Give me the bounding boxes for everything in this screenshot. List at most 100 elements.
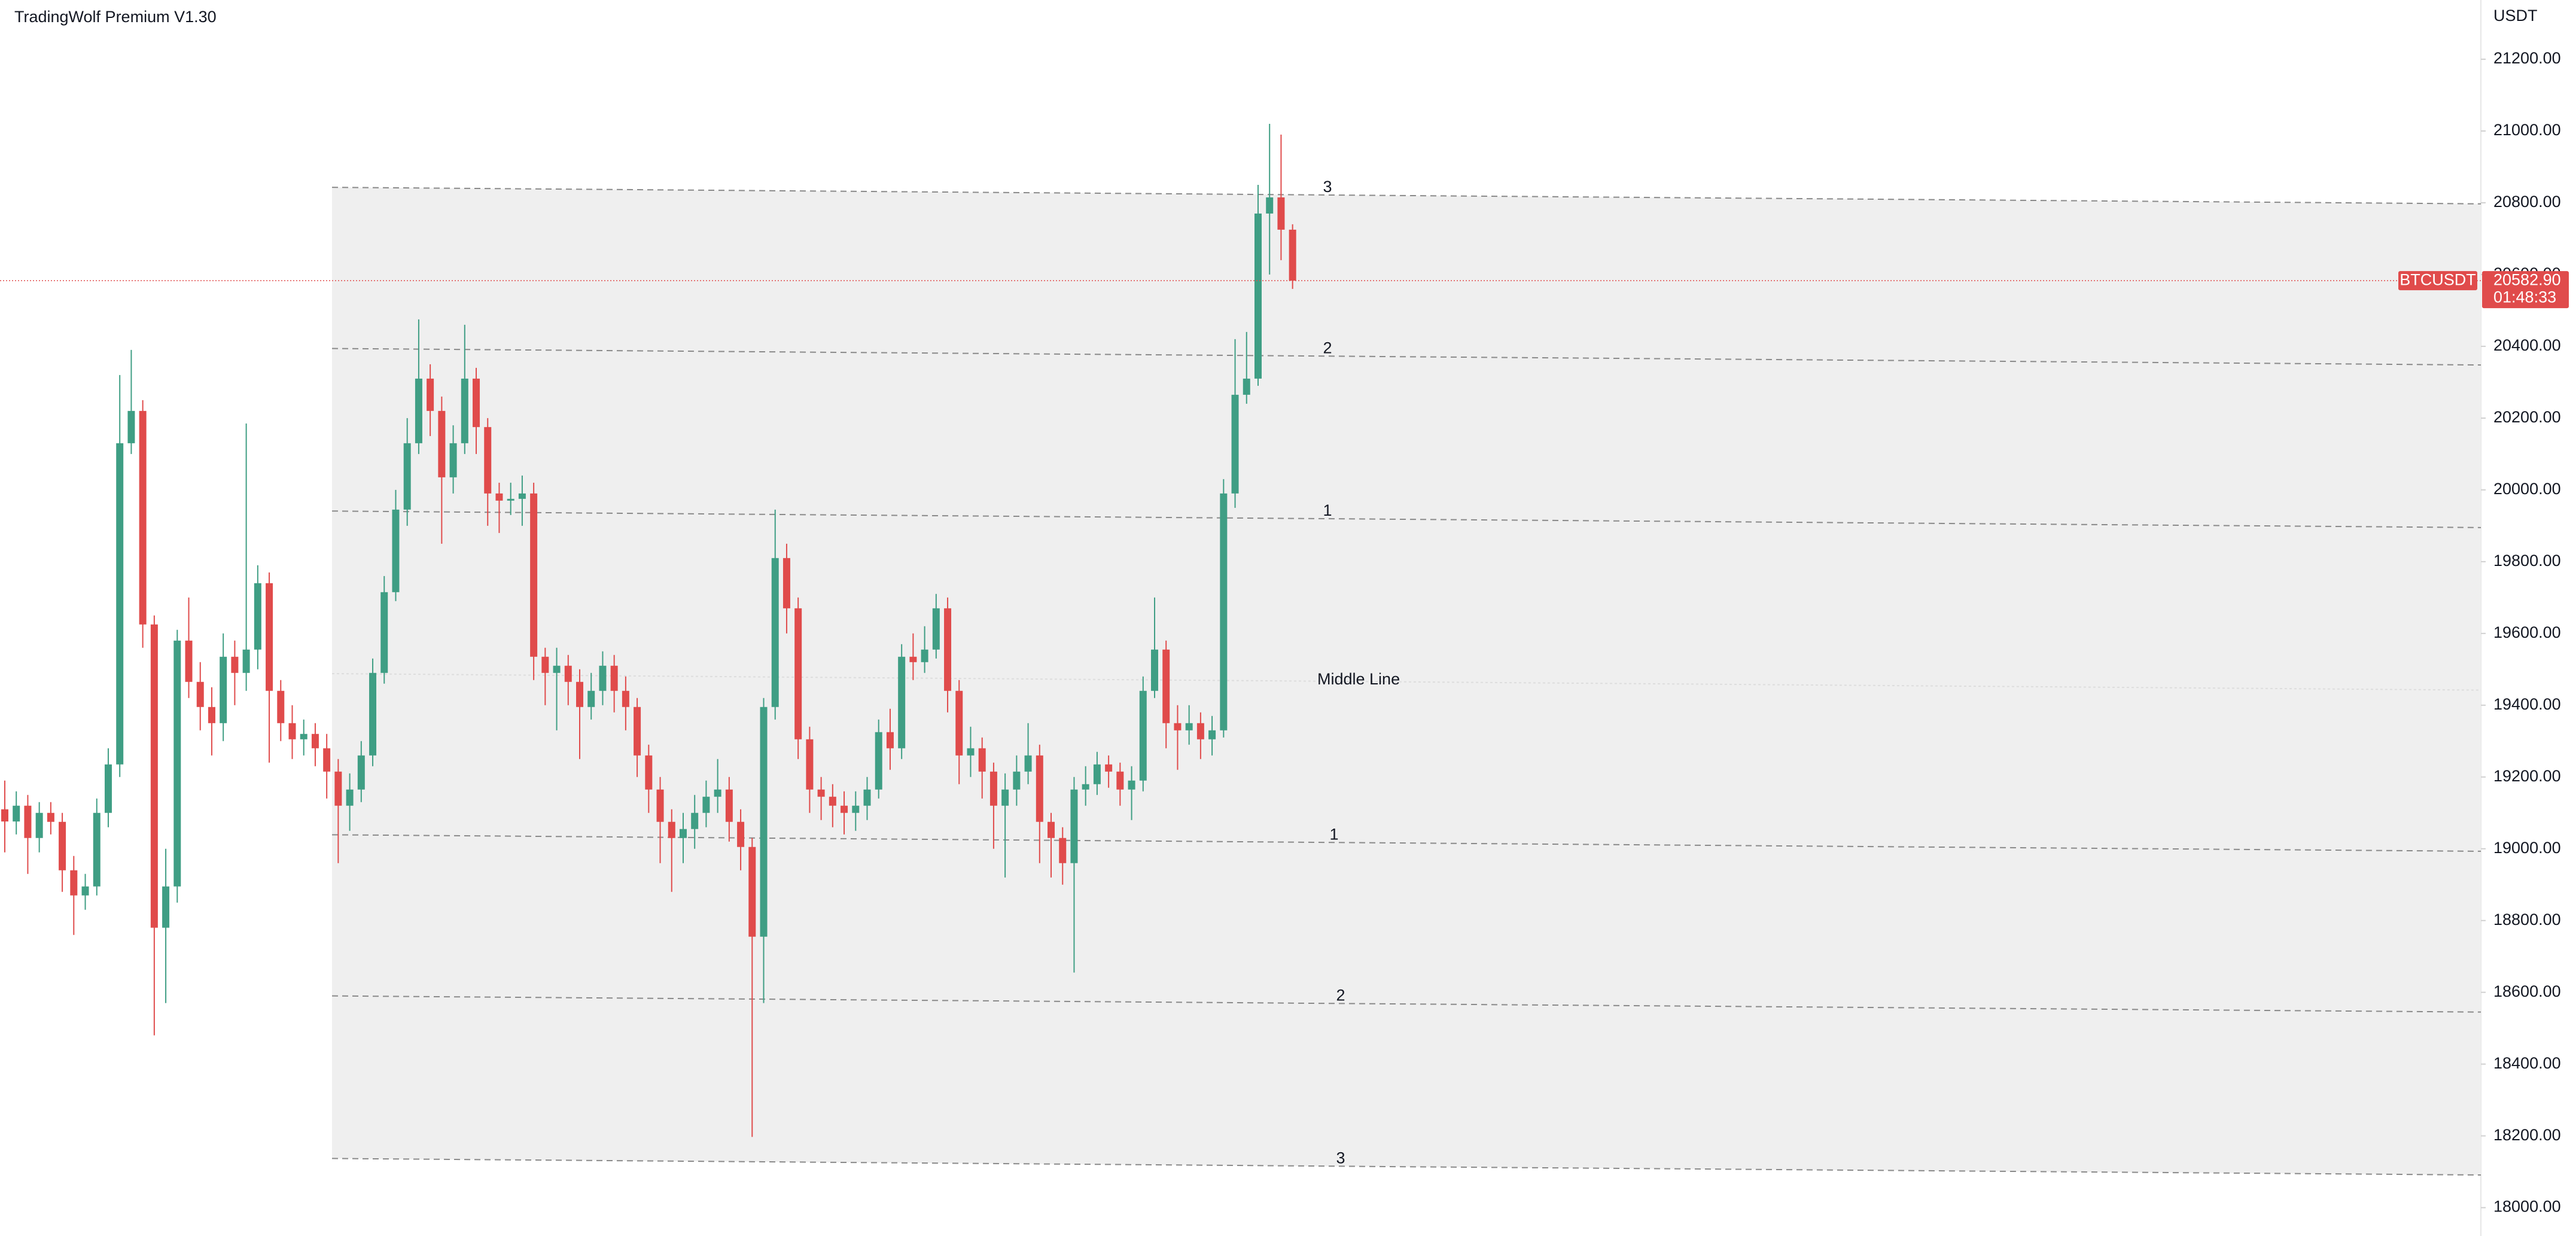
candle-body — [622, 690, 629, 707]
candle-body — [1128, 780, 1135, 790]
candle-body — [1059, 838, 1067, 863]
candle-body — [1013, 771, 1021, 790]
candle-body — [1036, 755, 1043, 822]
candle-body — [645, 755, 653, 790]
candle-body — [196, 681, 204, 707]
candle-body — [1139, 690, 1147, 781]
candle-body — [461, 378, 468, 443]
candle-body — [300, 733, 307, 739]
channel-fill — [332, 187, 2481, 1176]
candle-body — [886, 732, 894, 748]
channel-label: Middle Line — [1317, 670, 1400, 688]
candle-body — [242, 649, 250, 673]
candle-body — [771, 558, 779, 707]
candle-body — [932, 608, 940, 650]
candle-body — [1151, 649, 1158, 691]
candle-body — [162, 886, 170, 928]
candle-body — [1174, 723, 1182, 730]
candle-body — [806, 739, 814, 790]
axis-unit: USDT — [2493, 7, 2538, 25]
candle-body — [541, 656, 549, 673]
channel-line — [331, 187, 2481, 205]
candle-body — [1208, 730, 1216, 739]
candle-body — [978, 748, 986, 772]
y-tick-label: 19800.00 — [2493, 552, 2561, 570]
y-tick-label: 19400.00 — [2493, 695, 2561, 713]
candle-body — [81, 886, 89, 896]
y-tick-label: 18000.00 — [2493, 1198, 2561, 1216]
candle-body — [403, 443, 411, 510]
candle-body — [59, 821, 66, 870]
candle-body — [829, 796, 836, 806]
y-tick-label: 21200.00 — [2493, 49, 2561, 67]
candle-body — [392, 509, 400, 592]
price-tag — [2482, 271, 2569, 309]
candle-body — [1, 809, 8, 822]
candle-body — [714, 789, 721, 797]
candle-body — [530, 493, 538, 657]
candle-body — [473, 378, 480, 427]
candle-body — [438, 410, 446, 477]
candle-body — [725, 789, 733, 822]
candle-body — [634, 707, 641, 756]
candle-body — [1048, 821, 1055, 838]
candle-body — [921, 649, 928, 662]
candle-body — [1116, 771, 1124, 790]
candle-body — [484, 427, 492, 494]
candle-body — [70, 870, 78, 896]
channel-label: 2 — [1323, 339, 1332, 357]
candle-body — [967, 748, 975, 756]
candle-body — [93, 812, 101, 887]
candle-body — [104, 764, 112, 813]
candle-body — [553, 665, 561, 673]
candle-body — [679, 829, 687, 838]
candle-body — [748, 847, 756, 937]
candle-body — [13, 805, 20, 822]
channel-line — [331, 834, 2481, 852]
candle-body — [852, 805, 860, 813]
candle-body — [127, 410, 135, 443]
y-tick-label: 20200.00 — [2493, 408, 2561, 426]
candle-body — [656, 789, 664, 822]
candle-body — [587, 690, 595, 707]
price-axis: 18000.00 18200.00 18400.00 18600.00 18800.00… — [2398, 49, 2569, 1216]
candle-body — [173, 640, 181, 887]
candle-body — [254, 583, 261, 650]
candle-body — [35, 812, 43, 838]
candle-body — [564, 665, 572, 682]
candle-body — [449, 443, 457, 477]
candle-body — [1231, 394, 1239, 494]
channel: 3 2 1 Middle Line 1 2 3 — [331, 178, 2481, 1176]
candle-body — [1162, 649, 1170, 723]
candle-body — [944, 608, 952, 691]
candle-body — [1024, 755, 1032, 772]
candle-body — [610, 665, 618, 691]
middle-line — [331, 672, 2481, 691]
candle-body — [415, 378, 422, 443]
y-tick-label: 20000.00 — [2493, 480, 2561, 498]
candle-body — [1243, 378, 1250, 395]
countdown-label: 01:48:33 — [2493, 288, 2556, 306]
candle-body — [208, 707, 215, 723]
candle-body — [1001, 789, 1009, 806]
candle-body — [668, 821, 675, 838]
channel-label: 3 — [1336, 1149, 1345, 1167]
candle-body — [989, 771, 997, 806]
candle-body — [599, 665, 607, 691]
candle-body — [495, 493, 503, 501]
candle-body — [346, 789, 354, 806]
candle-body — [863, 789, 871, 806]
candle-body — [760, 707, 768, 937]
chart-title: TradingWolf Premium V1.30 — [14, 8, 217, 26]
channel-label: 3 — [1323, 178, 1332, 196]
y-tick-label: 19000.00 — [2493, 839, 2561, 857]
candle-body — [266, 583, 273, 691]
channel-label: 1 — [1329, 825, 1338, 843]
candle-body — [150, 624, 158, 928]
channel-line — [331, 995, 2481, 1013]
candle-body — [427, 378, 434, 411]
candle-body — [380, 592, 388, 673]
candle-body — [1254, 213, 1262, 379]
candle-body — [1082, 784, 1089, 790]
